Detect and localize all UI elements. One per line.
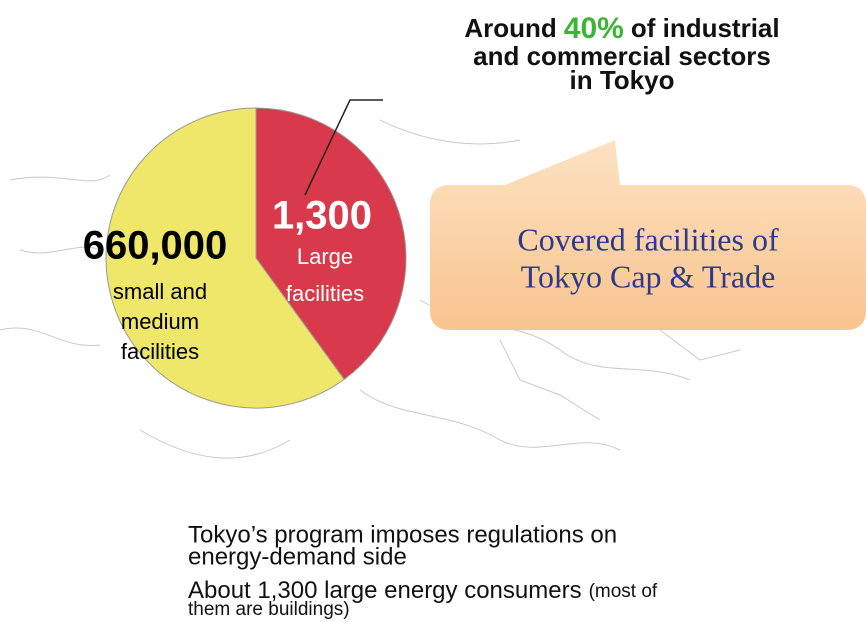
- slice-label: Large: [297, 244, 353, 269]
- pie-slice: [105, 107, 345, 409]
- annotation-text: of industrial: [631, 13, 780, 43]
- slice-label: medium: [121, 309, 199, 334]
- annotation-text: Around: [464, 13, 556, 43]
- annotation: Around 40% of industrial: [464, 12, 779, 45]
- annotation: in Tokyo: [570, 65, 675, 95]
- bullet-note: them are buildings): [188, 599, 350, 620]
- map-background: [0, 119, 741, 459]
- bullet-main: About 1,300 large energy consumers: [188, 577, 582, 604]
- bullet-text: Tokyo’s program imposes regulations on: [188, 521, 617, 548]
- bullet-note: (most of: [589, 581, 658, 602]
- annotation-highlight: 40%: [564, 12, 624, 45]
- callout-text: Tokyo Cap & Trade: [521, 258, 776, 294]
- slice-label: facilities: [121, 339, 199, 364]
- pie: [105, 107, 407, 409]
- bullet-text: About 1,300 large energy consumers (most …: [188, 577, 658, 604]
- slice-label: small and: [113, 279, 207, 304]
- callout-box: [430, 140, 866, 330]
- callout-text: Covered facilities of: [517, 221, 779, 257]
- slice-count: 1,300: [272, 194, 372, 238]
- slice-count: 660,000: [83, 224, 228, 268]
- bullet-text: energy-demand side: [188, 543, 407, 570]
- slice-label: facilities: [286, 281, 364, 306]
- annotation: and commercial sectors: [473, 41, 771, 71]
- pie-slice: [255, 107, 407, 381]
- leader-line: [304, 99, 383, 196]
